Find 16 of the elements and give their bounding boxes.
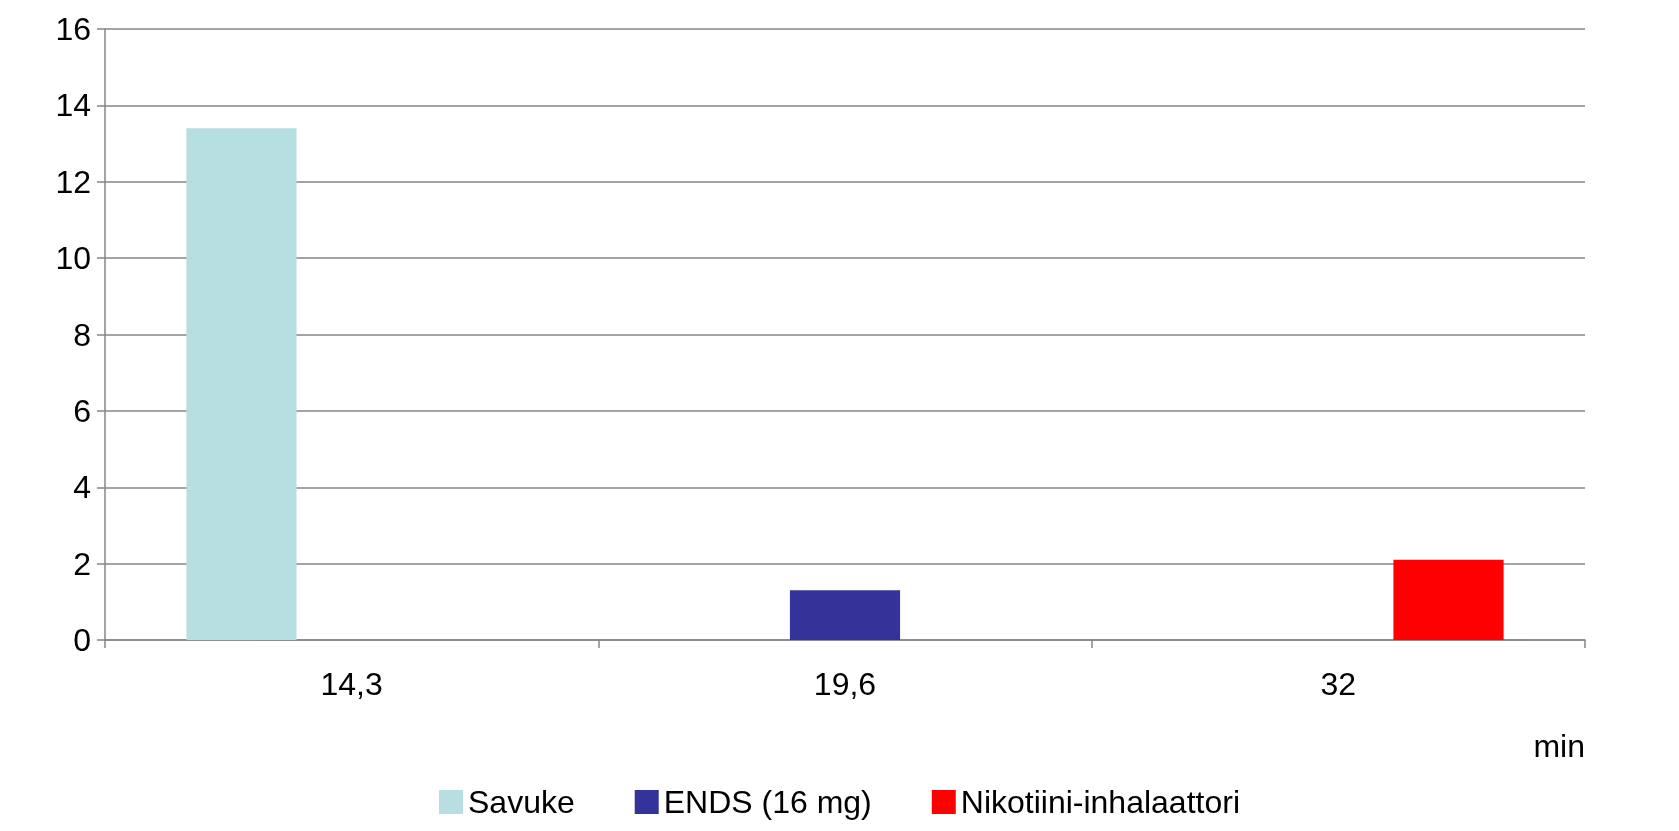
y-tick-label: 8 — [73, 316, 91, 353]
y-tick-label: 4 — [73, 469, 91, 506]
x-tick-label: 19,6 — [813, 666, 877, 702]
x-tick-label: 14,3 — [320, 666, 383, 702]
y-tick-label: 16 — [55, 11, 91, 47]
y-tick-label: 0 — [73, 622, 91, 658]
legend-label: Nikotiini-inhalaattori — [960, 784, 1241, 820]
x-axis-title: min — [1533, 728, 1585, 764]
y-tick-label: 6 — [73, 392, 91, 429]
y-tick-label: 2 — [73, 545, 91, 582]
legend-label: Savuke — [467, 784, 575, 820]
y-tick-label: 10 — [55, 240, 91, 277]
legend-label: ENDS (16 mg) — [663, 784, 872, 820]
y-tick-label: 14 — [55, 87, 91, 124]
x-tick-label: 32 — [1320, 666, 1357, 702]
y-tick-label: 12 — [55, 163, 91, 200]
